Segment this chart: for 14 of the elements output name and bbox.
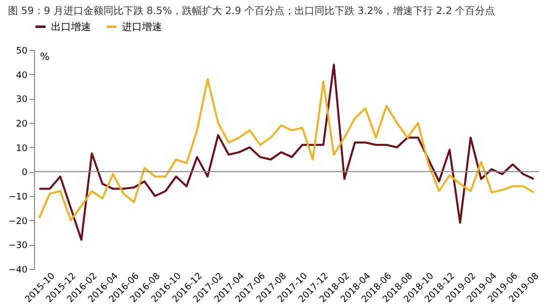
y-tick-label: −20 xyxy=(8,216,28,227)
y-tick-label: −30 xyxy=(8,241,28,252)
legend-label: 出口增速 xyxy=(51,20,91,33)
y-tick-label: 50 xyxy=(16,46,28,56)
y-tick-label: 0 xyxy=(22,168,28,178)
y-axis-title: % xyxy=(40,52,50,63)
y-tick-label: 30 xyxy=(16,95,28,106)
y-tick-label: 20 xyxy=(16,120,28,130)
y-tick-label: 10 xyxy=(16,144,28,154)
chart-title: 图 59：9 月进口金额同比下跌 8.5%，跌幅扩大 2.9 个百分点；出口同比下跌 3.2%，增速下行 2.2 个百分点 xyxy=(8,5,496,17)
y-tick-label: −10 xyxy=(8,192,28,202)
y-tick-label: −40 xyxy=(8,266,28,276)
legend-label: 进口增速 xyxy=(122,20,162,33)
y-tick-label: 40 xyxy=(16,70,28,81)
